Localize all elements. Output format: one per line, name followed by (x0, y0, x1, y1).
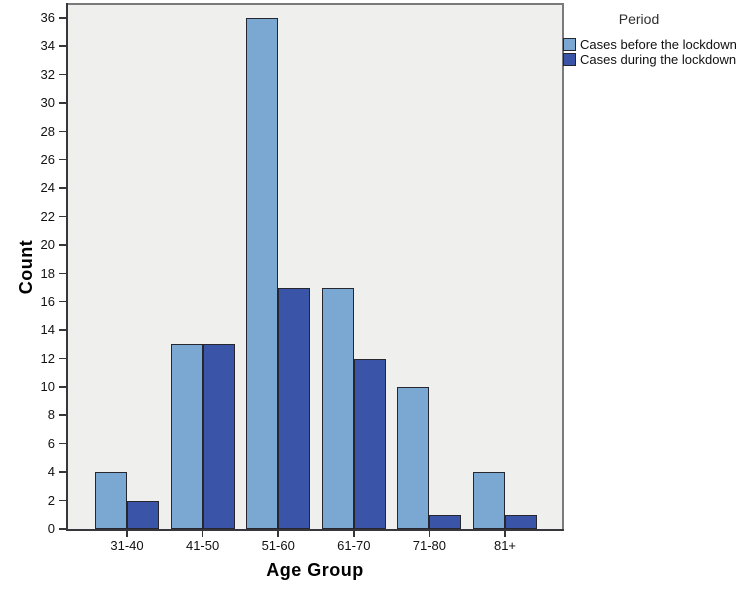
legend-item-label: Cases before the lockdown (580, 37, 737, 52)
y-tick-label: 24 (40, 180, 55, 196)
y-tick-mark (59, 442, 66, 445)
bar (473, 472, 505, 529)
y-tick-label: 8 (47, 407, 55, 423)
x-tick-label: 51-60 (261, 538, 295, 553)
legend-swatch (563, 38, 576, 51)
y-tick-mark (59, 272, 66, 274)
y-tick-mark (59, 300, 66, 303)
y-tick-mark (59, 329, 66, 331)
y-tick-mark (59, 215, 66, 218)
y-tick-mark (59, 45, 66, 47)
bar (95, 472, 127, 529)
y-tick-label: 10 (40, 379, 55, 395)
y-tick-label: 16 (40, 293, 55, 309)
bar (170, 344, 203, 529)
y-tick-label: 18 (40, 265, 55, 281)
y-tick-mark (59, 17, 66, 19)
x-axis-title: Age Group (266, 560, 364, 580)
y-tick-mark (59, 102, 66, 104)
y-tick-mark (59, 414, 66, 416)
bar (202, 344, 235, 529)
plot-frame-right (562, 3, 564, 531)
bar (127, 501, 159, 529)
x-tick-mark (428, 531, 431, 537)
bar (353, 359, 386, 529)
y-tick-mark (59, 499, 66, 502)
legend-item: Cases before the lockdown (563, 38, 737, 51)
y-tick-mark (59, 73, 66, 76)
y-tick-label: 6 (47, 435, 55, 451)
x-tick-label: 81+ (493, 538, 517, 553)
y-tick-mark (59, 130, 66, 133)
y-tick-mark (59, 158, 66, 161)
x-tick-label: 61-70 (337, 538, 371, 553)
y-tick-label: 30 (40, 95, 55, 111)
y-tick-label: 0 (47, 521, 55, 536)
y-tick-mark (59, 528, 66, 530)
x-tick-label: 41-50 (185, 538, 220, 553)
y-tick-label: 22 (40, 208, 55, 224)
y-tick-label: 4 (47, 464, 55, 480)
x-tick-mark (126, 531, 128, 537)
bar (321, 288, 354, 529)
plot-area (68, 5, 562, 529)
y-tick-label: 14 (40, 322, 55, 338)
x-tick-mark (353, 531, 355, 537)
x-tick-mark (504, 531, 506, 537)
y-tick-label: 36 (40, 10, 55, 25)
y-axis-title: Count (16, 239, 36, 295)
y-tick-mark (59, 357, 66, 360)
y-tick-label: 20 (40, 237, 55, 253)
y-tick-mark (59, 471, 66, 473)
legend-item-label: Cases during the lockdown (580, 52, 737, 67)
x-tick-label: 31-40 (110, 538, 144, 553)
plot-frame-top (66, 3, 564, 5)
y-tick-label: 26 (40, 151, 55, 167)
y-tick-label: 2 (47, 492, 55, 508)
x-tick-label: 71-80 (412, 538, 447, 553)
x-axis-line (66, 529, 564, 531)
y-tick-mark (59, 386, 66, 388)
bar (429, 515, 462, 529)
x-tick-mark (277, 531, 279, 537)
y-tick-label: 32 (40, 66, 55, 82)
legend-item: Cases during the lockdown (563, 53, 736, 66)
y-tick-mark (59, 244, 66, 246)
bar (246, 18, 279, 529)
y-tick-mark (59, 187, 66, 189)
bar (397, 387, 430, 529)
legend-title: Period (618, 11, 660, 27)
y-axis-line (66, 3, 68, 531)
y-tick-label: 28 (40, 123, 55, 139)
bar (278, 288, 311, 529)
x-tick-mark (201, 531, 204, 537)
y-tick-label: 34 (40, 38, 55, 54)
y-tick-label: 12 (40, 350, 55, 366)
legend-swatch (563, 53, 576, 66)
bar (505, 515, 537, 529)
